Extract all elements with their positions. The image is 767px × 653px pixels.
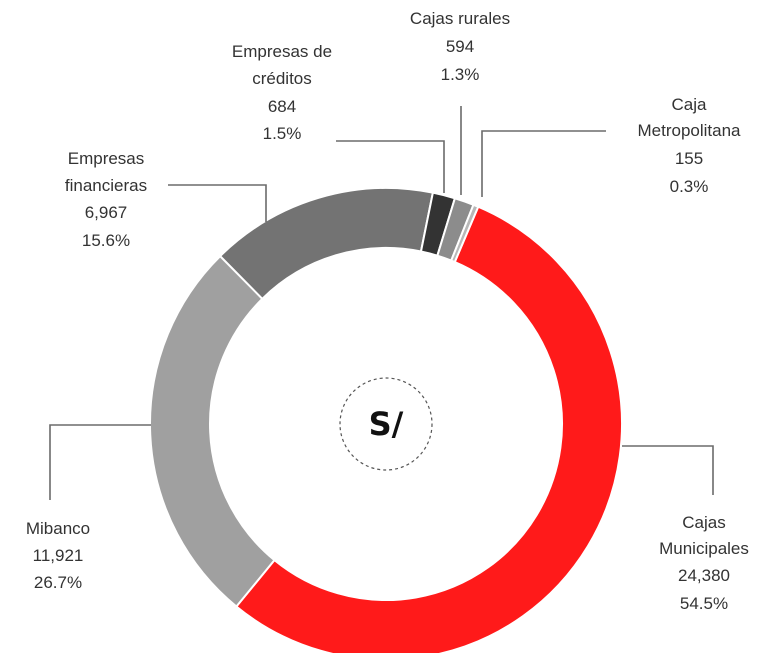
slice-name-line-2: Metropolitana	[637, 121, 741, 140]
slice-value-label: 684	[268, 97, 296, 116]
slice-mibanco	[149, 254, 276, 608]
leader-line-empresas-financieras	[168, 184, 267, 222]
label-mibanco: Mibanco 11,921 26.7%	[26, 519, 90, 592]
slice-name-line-1: Empresas	[68, 149, 145, 168]
center-label: S/	[369, 405, 404, 443]
slice-cajas-municipales	[234, 205, 623, 653]
donut-slices	[149, 187, 623, 653]
slice-percent-label: 0.3%	[670, 177, 709, 196]
slice-percent-label: 1.3%	[441, 65, 480, 84]
slice-value-label: 6,967	[85, 203, 128, 222]
label-caja-metropolitana: Caja Metropolitana 155 0.3%	[637, 95, 741, 196]
slice-value-label: 11,921	[33, 546, 84, 565]
slice-value-label: 24,380	[678, 566, 730, 585]
slice-empresas-financieras	[218, 187, 435, 301]
slice-name-line-1: Cajas	[682, 513, 725, 532]
slice-percent-label: 26.7%	[34, 573, 82, 592]
slice-name-line-2: financieras	[65, 176, 147, 195]
leader-line-cajas-municipales	[622, 445, 714, 495]
slice-value-label: 594	[446, 37, 474, 56]
center-circle	[339, 377, 433, 471]
slice-name-line-1: Caja	[672, 95, 708, 114]
slice-caja-metropolitana	[449, 203, 480, 264]
label-cajas-municipales: Cajas Municipales 24,380 54.5%	[659, 513, 749, 613]
slice-percent-label: 1.5%	[263, 124, 302, 143]
slice-name-line-1: Empresas de	[232, 42, 332, 61]
leader-line-empresas-de-creditos	[336, 140, 445, 193]
slice-name-label: Cajas rurales	[410, 9, 510, 28]
label-empresas-de-creditos: Empresas de créditos 684 1.5%	[232, 42, 332, 143]
label-empresas-financieras: Empresas financieras 6,967 15.6%	[65, 149, 147, 250]
slice-name-line-2: Municipales	[659, 539, 749, 558]
slice-percent-label: 54.5%	[680, 594, 728, 613]
slice-percent-label: 15.6%	[82, 231, 130, 250]
leader-line-caja-metropolitana	[481, 130, 606, 197]
slice-name-label: Mibanco	[26, 519, 90, 538]
label-cajas-rurales: Cajas rurales 594 1.3%	[410, 9, 510, 84]
leader-line-mibanco	[49, 424, 151, 500]
slice-name-line-2: créditos	[252, 69, 312, 88]
slice-value-label: 155	[675, 149, 703, 168]
